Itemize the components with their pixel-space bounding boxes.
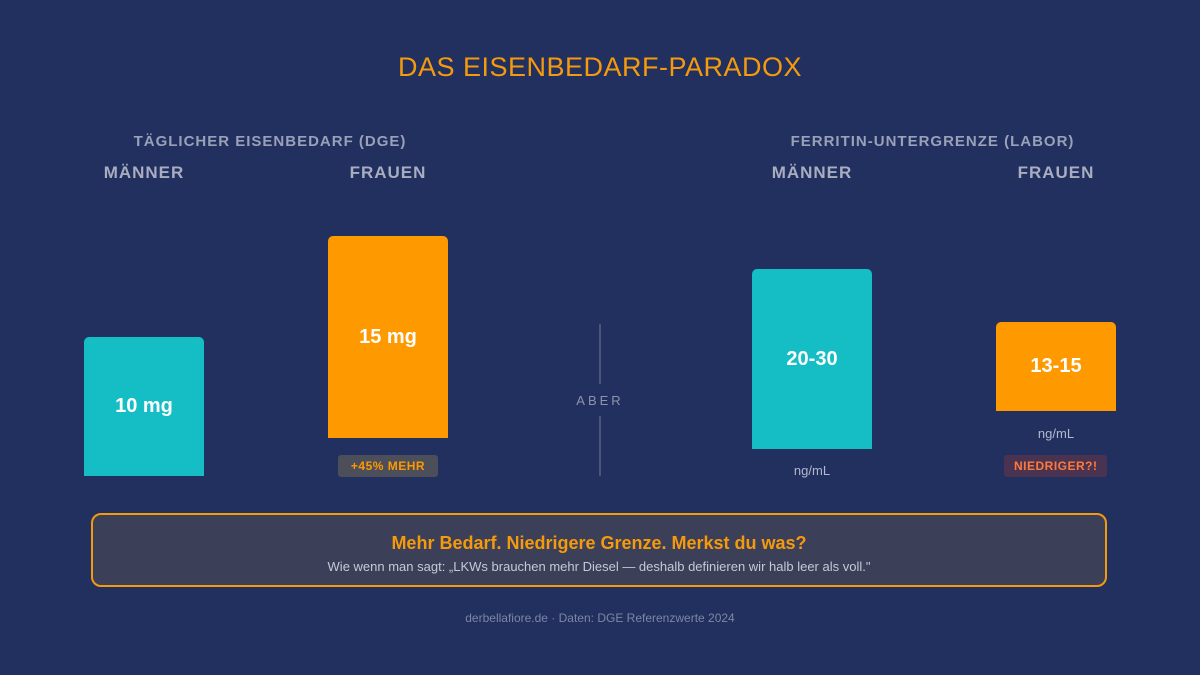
bar-left-men: 10 mg (84, 337, 204, 476)
bar-right-women: 13-15 (996, 322, 1116, 411)
bar-left-women: 15 mg (328, 236, 448, 438)
right-label-women: FRAUEN (1017, 163, 1095, 182)
unit-label-women: ng/mL (1037, 426, 1075, 441)
right-section-title: FERRITIN-UNTERGRENZE (LABOR) (790, 133, 1075, 150)
left-label-women: FRAUEN (349, 163, 427, 182)
right-label-men: MÄNNER (771, 163, 853, 182)
divider-bottom (599, 416, 601, 476)
badge-more: +45% MEHR (338, 455, 438, 477)
bar-right-men: 20-30 (752, 269, 872, 449)
left-section-title: TÄGLICHER EISENBEDARF (DGE) (133, 133, 407, 150)
callout-subline: Wie wenn man sagt: „LKWs brauchen mehr D… (327, 559, 871, 574)
bar-value-label: 13-15 (1030, 355, 1082, 377)
callout-box: Mehr Bedarf. Niedrigere Grenze. Merkst d… (91, 513, 1107, 587)
bar-value-label: 15 mg (359, 325, 417, 348)
page-title: DAS EISENBEDARF-PARADOX (397, 52, 803, 82)
badge-lower: NIEDRIGER?! (1004, 455, 1107, 477)
unit-label-men: ng/mL (793, 463, 831, 478)
left-label-men: MÄNNER (103, 163, 185, 182)
bar-value-label: 20-30 (786, 347, 838, 370)
footer-source: derbellafiore.de · Daten: DGE Referenzwe… (465, 611, 735, 625)
bar-value-label: 10 mg (115, 395, 173, 417)
divider-label: ABER (576, 393, 624, 408)
callout-headline: Mehr Bedarf. Niedrigere Grenze. Merkst d… (391, 533, 807, 553)
divider-top (599, 324, 601, 384)
